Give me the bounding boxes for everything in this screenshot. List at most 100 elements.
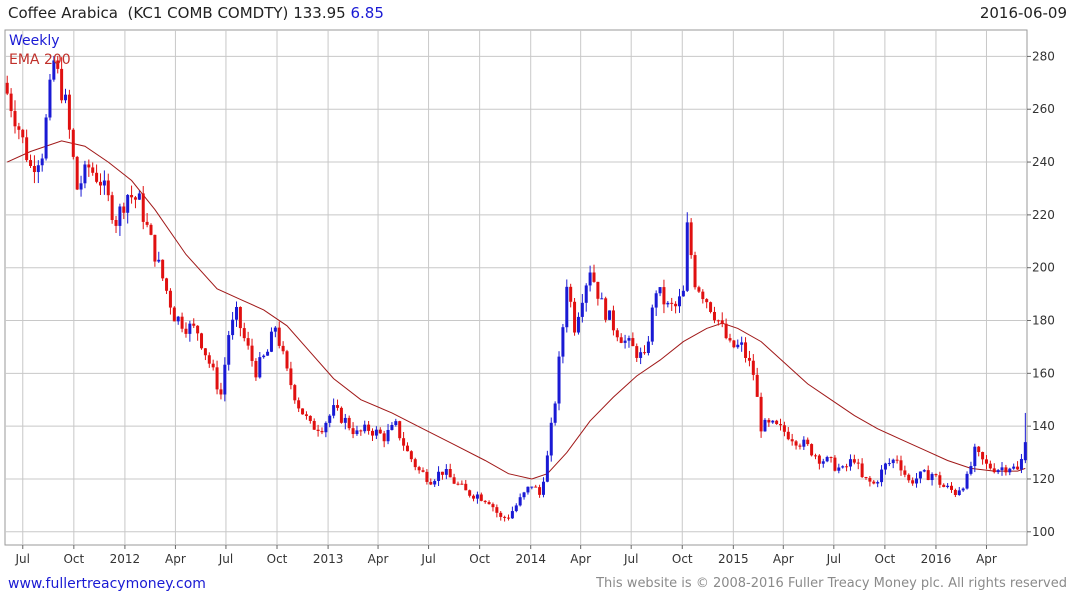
weekly-candle — [689, 222, 693, 256]
weekly-candle — [390, 425, 394, 430]
weekly-candle — [852, 459, 856, 463]
weekly-candle — [1008, 468, 1012, 473]
weekly-candle — [1012, 466, 1016, 469]
weekly-candle — [977, 446, 981, 453]
y-tick-label: 280 — [1032, 49, 1055, 63]
weekly-candle — [561, 327, 565, 357]
weekly-candle — [122, 206, 126, 213]
weekly-candle — [712, 311, 716, 321]
weekly-candle — [254, 360, 258, 378]
weekly-candle — [677, 296, 681, 307]
x-tick-label: 2016 — [921, 552, 952, 566]
weekly-candle — [588, 272, 592, 286]
weekly-candle — [266, 351, 270, 356]
weekly-candle — [130, 194, 134, 198]
weekly-candle — [472, 495, 476, 499]
weekly-candle — [1023, 442, 1027, 461]
x-tick-label: Jul — [623, 552, 638, 566]
weekly-candle — [75, 156, 79, 190]
weekly-candle — [137, 193, 141, 200]
weekly-candle — [126, 194, 130, 213]
weekly-candle — [744, 342, 748, 358]
weekly-candle — [810, 444, 814, 456]
weekly-candle — [355, 430, 359, 435]
weekly-candle — [203, 348, 207, 356]
copyright-text: This website is © 2008-2016 Fuller Treac… — [596, 576, 1067, 591]
weekly-candle — [219, 389, 223, 395]
weekly-candle — [487, 502, 491, 505]
weekly-candle — [475, 494, 479, 499]
weekly-candle — [328, 415, 332, 423]
weekly-candle — [40, 158, 44, 166]
site-link[interactable]: www.fullertreacymoney.com — [8, 576, 206, 592]
weekly-candle — [452, 477, 456, 484]
weekly-candle — [845, 466, 849, 468]
weekly-candle — [806, 439, 810, 445]
weekly-candle — [965, 473, 969, 489]
weekly-candle — [557, 356, 561, 404]
x-tick-label: Apr — [976, 552, 997, 566]
weekly-candle — [36, 165, 40, 173]
weekly-candle — [180, 316, 184, 329]
instrument-name: Coffee Arabica — [8, 4, 118, 22]
weekly-candle — [658, 287, 662, 294]
weekly-candle — [631, 338, 635, 347]
weekly-candle — [312, 420, 316, 430]
weekly-candle — [289, 368, 293, 386]
weekly-candle — [242, 328, 246, 339]
weekly-candle — [293, 385, 297, 401]
x-tick-label: 2015 — [718, 552, 749, 566]
weekly-candle — [530, 486, 534, 488]
weekly-candle — [802, 439, 806, 447]
x-tick-label: Apr — [773, 552, 794, 566]
x-tick-label: Oct — [672, 552, 693, 566]
weekly-candle — [549, 422, 553, 456]
weekly-candle — [662, 287, 666, 305]
weekly-candle — [988, 463, 992, 469]
x-tick-label: Jul — [218, 552, 233, 566]
weekly-candle — [114, 220, 118, 226]
weekly-candle — [102, 180, 106, 186]
weekly-candle — [448, 469, 452, 478]
weekly-candle — [440, 471, 444, 475]
weekly-candle — [813, 455, 817, 457]
weekly-candle — [110, 195, 114, 221]
weekly-candle — [981, 452, 985, 460]
weekly-candle — [751, 360, 755, 375]
weekly-candle — [56, 60, 60, 69]
weekly-candle — [736, 344, 740, 348]
weekly-candle — [534, 486, 538, 488]
weekly-candle — [409, 451, 413, 460]
weekly-candle — [639, 352, 643, 358]
weekly-candle — [911, 480, 915, 484]
weekly-candle — [522, 492, 526, 498]
weekly-candle — [269, 331, 273, 352]
weekly-candle — [339, 407, 343, 423]
weekly-candle — [98, 181, 102, 186]
weekly-candle — [32, 166, 36, 173]
weekly-candle — [464, 483, 468, 491]
weekly-candle — [685, 222, 689, 291]
y-tick-label: 100 — [1032, 525, 1055, 539]
weekly-candle — [915, 478, 919, 484]
weekly-candle — [402, 438, 406, 446]
weekly-candle — [95, 172, 99, 182]
weekly-candle — [176, 316, 180, 322]
weekly-candle — [856, 462, 860, 464]
weekly-candle — [285, 351, 289, 369]
weekly-candle — [518, 497, 522, 506]
weekly-candle — [957, 490, 961, 496]
weekly-candle — [740, 342, 744, 345]
weekly-candle — [301, 408, 305, 415]
weekly-candle — [141, 193, 145, 222]
weekly-candle — [192, 323, 196, 326]
weekly-candle — [398, 421, 402, 439]
axes: 100 120 140 160 180 200 220 240 260 280 Jul Oct 2012… — [15, 49, 1055, 566]
weekly-candle — [573, 301, 577, 333]
last-price: 133.95 — [293, 4, 346, 22]
weekly-candle — [553, 403, 557, 423]
weekly-candle — [615, 330, 619, 338]
weekly-candle — [767, 419, 771, 423]
weekly-candle — [705, 299, 709, 303]
weekly-candle — [526, 486, 530, 493]
